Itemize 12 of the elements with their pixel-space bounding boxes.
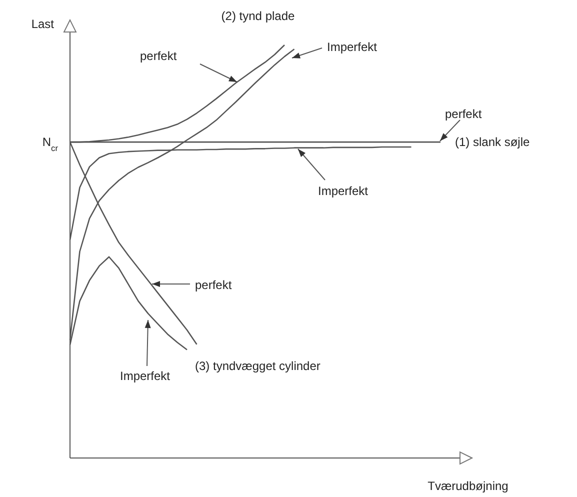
annotation: perfekt [140,49,178,63]
annotation: (1) slank søjle [455,135,530,149]
annotation: Imperfekt [318,184,369,198]
x-axis-title: Tværudbøjning [428,479,508,493]
text: N$_{cr}$ [42,135,58,153]
annotation: Imperfekt [327,40,378,54]
annotation: (3) tyndvægget cylinder [195,359,320,373]
annotation: Imperfekt [120,369,171,383]
y-axis-title: Last [31,17,55,31]
text: (2) tynd plade [221,9,296,23]
annotation: perfekt [445,107,482,121]
annotation: perfekt [195,278,232,292]
